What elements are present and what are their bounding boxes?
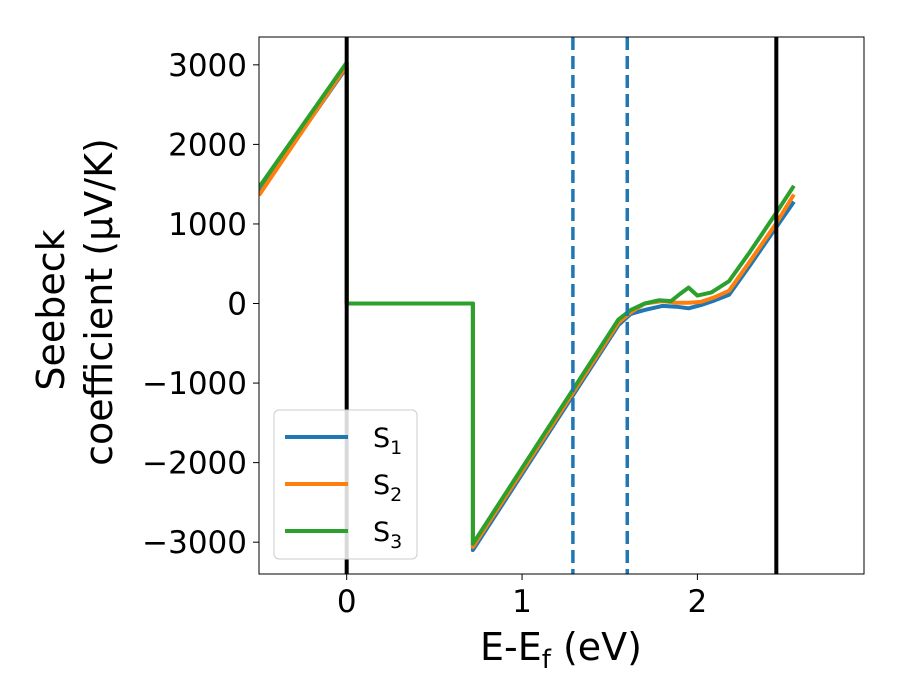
x-tick-label: 2 (688, 584, 708, 620)
y-axis-title-line1: Seebeck (29, 229, 73, 390)
x-axis-title-unit: (eV) (551, 625, 642, 669)
legend-label-subscript: 3 (390, 531, 402, 553)
legend-label-3: S3 (373, 517, 402, 553)
plot-frame (258, 36, 865, 575)
legend-label-main: S (373, 517, 390, 548)
plot-marks (259, 37, 796, 574)
legend-label-subscript: 2 (390, 484, 402, 506)
legend-label-main: S (373, 423, 390, 454)
x-axis-title-main: E-E (480, 625, 542, 669)
x-axis-title: E-Ef (eV) (480, 625, 642, 675)
y-tick-label: 3000 (168, 48, 247, 84)
legend-label-1: S1 (373, 423, 402, 459)
x-axis-ticks: 0 1 2 (337, 574, 707, 620)
x-axis-title-subscript: f (542, 645, 552, 675)
y-tick-label: −3000 (142, 525, 247, 561)
y-tick-label: 1000 (168, 207, 247, 243)
x-tick-label: 1 (512, 584, 532, 620)
y-tick-label: 2000 (168, 127, 247, 163)
y-axis-ticks: 3000 2000 1000 0 −1000 −2000 −3000 (142, 48, 259, 561)
y-axis-title-line2: coefficient (μV/K) (77, 138, 121, 466)
legend-label-subscript: 1 (390, 437, 402, 459)
x-tick-label: 0 (337, 584, 357, 620)
y-tick-label: 0 (227, 287, 247, 323)
y-tick-label: −2000 (142, 446, 247, 482)
y-tick-label: −1000 (142, 366, 247, 402)
series-line-3 (259, 60, 796, 546)
legend-label-2: S2 (373, 470, 402, 506)
legend-label-main: S (373, 470, 390, 501)
